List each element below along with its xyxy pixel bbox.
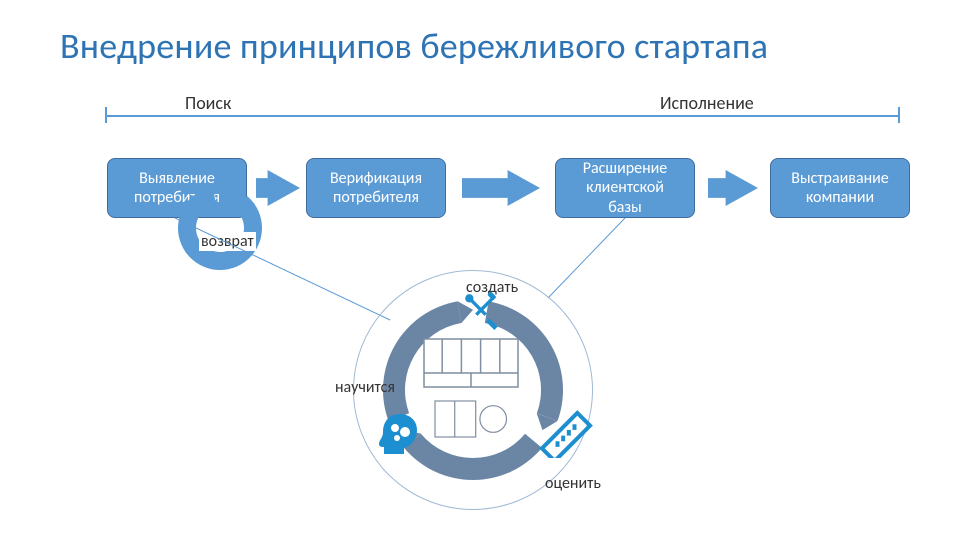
return-loop-icon [169, 177, 271, 279]
ruler-icon [535, 398, 595, 458]
stage-verify: Верификацияпотребителя [306, 158, 446, 218]
stage-verify-label: Верификацияпотребителя [330, 169, 422, 207]
phase-search-label: Поиск [185, 92, 231, 114]
stage-grow-label: Расширениеклиентскойбазы [583, 159, 668, 217]
lean-canvas-small-icon [434, 400, 508, 438]
lean-canvas-large-icon [423, 338, 519, 388]
tools-icon [461, 290, 501, 330]
cycle-learn-label: научится [335, 378, 395, 397]
flow-arrow-2 [462, 170, 540, 206]
stage-grow: Расширениеклиентскойбазы [555, 158, 695, 218]
stage-scale-label: Выстраиваниекомпании [791, 169, 889, 207]
return-loop-label: возврат [199, 232, 256, 251]
stage-scale: Выстраиваниекомпании [770, 158, 910, 218]
flow-arrow-3 [708, 170, 758, 206]
cycle-measure-label: оценить [545, 474, 601, 493]
phase-execute-label: Исполнение [660, 92, 754, 114]
page-title: Внедрение принципов бережливого стартапа [60, 24, 768, 68]
brain-gears-icon [375, 410, 425, 460]
